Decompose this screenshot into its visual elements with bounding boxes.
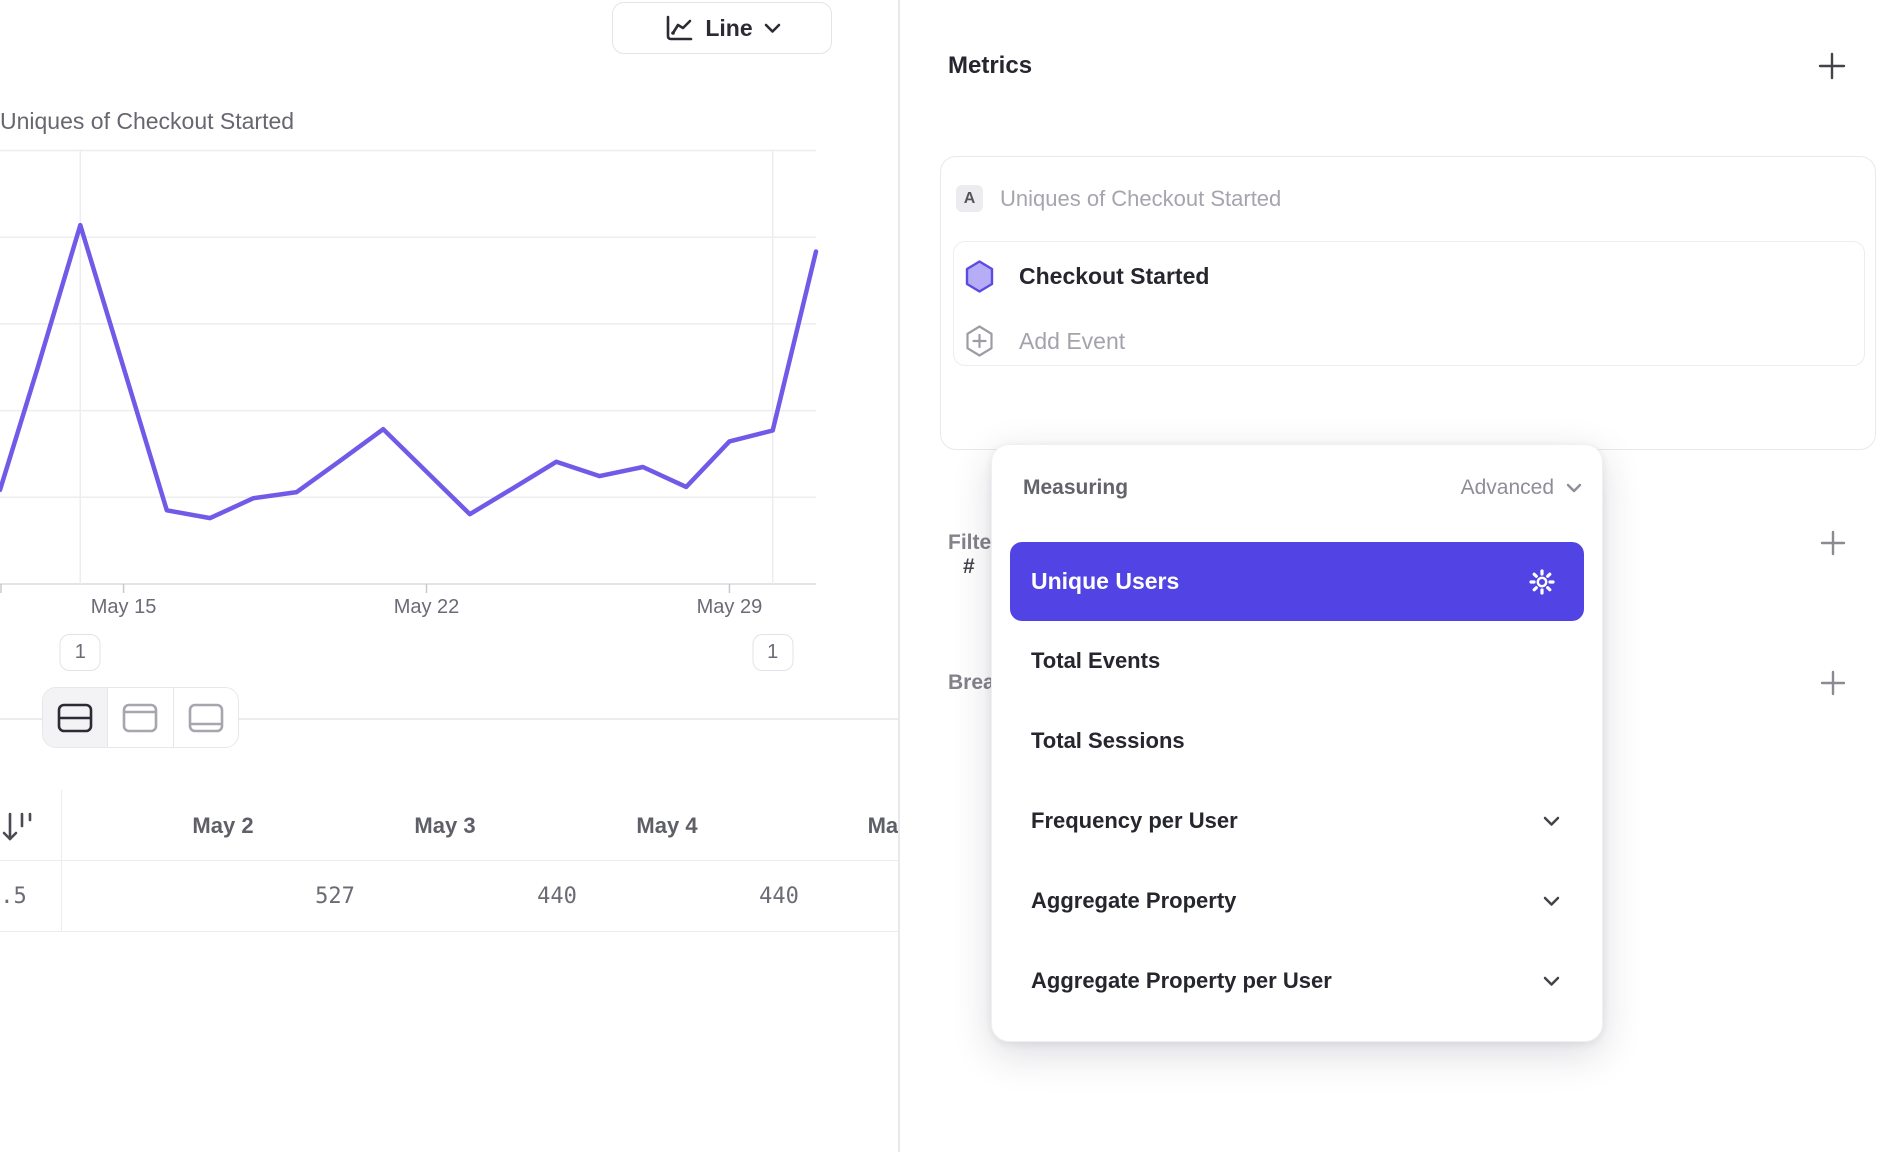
measuring-option-aggregate-property[interactable]: Aggregate Property: [992, 861, 1602, 941]
menu-item-label: Total Events: [1031, 648, 1161, 673]
advanced-label: Advanced: [1460, 476, 1554, 499]
x-tick-label: May 15: [90, 596, 157, 618]
row-label: 0.5: [0, 884, 27, 909]
add-filter-button[interactable]: [1819, 529, 1847, 557]
series-letter-badge: A: [956, 185, 983, 212]
menu-item-label: Total Sessions: [1031, 728, 1185, 753]
annotation-count-badge[interactable]: 1: [59, 634, 101, 671]
chart-type-button[interactable]: Line: [612, 2, 832, 54]
measuring-option-unique-users[interactable]: Unique Users: [1010, 542, 1584, 621]
measuring-popup-header: Measuring Advanced: [992, 445, 1602, 521]
table-header-cells: May 2 May 3 May 4 May: [112, 790, 899, 861]
event-row-checkout-started[interactable]: Checkout Started: [965, 259, 1209, 293]
table-cell[interactable]: 527: [315, 884, 355, 909]
table-only-icon: [188, 703, 224, 732]
annotation-count-badge[interactable]: 1: [752, 634, 794, 671]
measuring-option-total-events[interactable]: Total Events: [992, 621, 1602, 701]
chart-pane: Line Uniques of Checkout Started May 15 M…: [0, 0, 900, 1152]
data-table: May 2 May 3 May 4 May 0.5 527 440 440 51: [0, 790, 899, 932]
sort-descending-icon[interactable]: [1, 808, 35, 846]
query-builder-pane: Metrics A Uniques of Checkout Started Ch…: [902, 0, 1898, 1152]
table-column-header[interactable]: May 3: [414, 812, 476, 838]
menu-item-label: Unique Users: [1031, 568, 1180, 594]
series-line[interactable]: [0, 222, 819, 521]
event-card: Checkout Started Add Event: [953, 241, 1865, 366]
table-cell[interactable]: 51: [890, 861, 898, 932]
chart-title: Uniques of Checkout Started: [0, 108, 295, 134]
add-event-button[interactable]: Add Event: [965, 324, 1125, 358]
table-label-column: [0, 790, 62, 932]
add-breakdown-button[interactable]: [1819, 669, 1847, 697]
measuring-label: Measuring: [1023, 476, 1129, 499]
metrics-header: Metrics: [948, 46, 1847, 86]
table-cell[interactable]: 440: [759, 884, 799, 909]
table-cell[interactable]: 440: [537, 884, 577, 909]
menu-item-label: Aggregate Property: [1031, 888, 1237, 913]
x-tick-label: May 29: [696, 596, 763, 618]
metric-title-row: A Uniques of Checkout Started: [956, 185, 1281, 212]
measuring-option-total-sessions[interactable]: Total Sessions: [992, 701, 1602, 781]
event-name: Checkout Started: [1019, 262, 1210, 289]
measure-hash: #: [963, 554, 975, 578]
gear-icon[interactable]: [1528, 568, 1556, 596]
section-divider: [0, 718, 898, 720]
metric-title: Uniques of Checkout Started: [1000, 185, 1282, 211]
chevron-down-icon: [1543, 896, 1560, 906]
chevron-down-icon: [1566, 483, 1582, 493]
measuring-options-list: Unique Users Total Events Total Sessions Fr…: [992, 542, 1602, 1021]
layout-toggle-table-only[interactable]: [173, 688, 238, 747]
measuring-option-frequency-per-user[interactable]: Frequency per User: [992, 781, 1602, 861]
add-metric-button[interactable]: [1817, 51, 1847, 81]
table-column-header[interactable]: May 2: [192, 812, 254, 838]
measuring-dropdown-popup: Measuring Advanced Unique Users Total Eve…: [991, 444, 1603, 1042]
menu-item-label: Frequency per User: [1031, 808, 1238, 833]
event-hexagon-icon: [965, 259, 994, 293]
table-row[interactable]: [0, 861, 898, 932]
metric-card: A Uniques of Checkout Started Checkout S…: [940, 156, 1876, 595]
layout-toggle-group: [42, 687, 239, 748]
chevron-down-icon: [1543, 816, 1560, 826]
x-tick-label: May 22: [393, 596, 460, 618]
layout-toggle-chart-and-table-split[interactable]: [43, 688, 109, 747]
advanced-selector[interactable]: Advanced: [1461, 476, 1582, 500]
chevron-down-icon: [764, 23, 780, 33]
measuring-option-aggregate-property-per-user[interactable]: Aggregate Property per User: [992, 941, 1602, 1021]
metrics-heading: Metrics: [948, 52, 1033, 79]
line-chart[interactable]: May 15 May 22 May 29 1 1: [0, 0, 898, 680]
add-event-label: Add Event: [1019, 327, 1126, 354]
chevron-down-icon: [1543, 976, 1560, 986]
chart-type-label: Line: [705, 14, 753, 41]
line-chart-icon: [667, 15, 693, 40]
table-column-header[interactable]: May: [867, 812, 899, 838]
table-row-cells: 527 440 440 51: [224, 861, 898, 932]
add-event-icon: [966, 325, 993, 357]
menu-item-label: Aggregate Property per User: [1031, 968, 1332, 993]
chart-and-table-split-icon: [57, 703, 93, 732]
table-header-row: [0, 790, 898, 861]
chart-canvas: [0, 149, 819, 593]
layout-toggle-chart-only[interactable]: [108, 688, 174, 747]
table-column-header[interactable]: May 4: [636, 812, 698, 838]
chart-only-icon: [123, 703, 158, 732]
